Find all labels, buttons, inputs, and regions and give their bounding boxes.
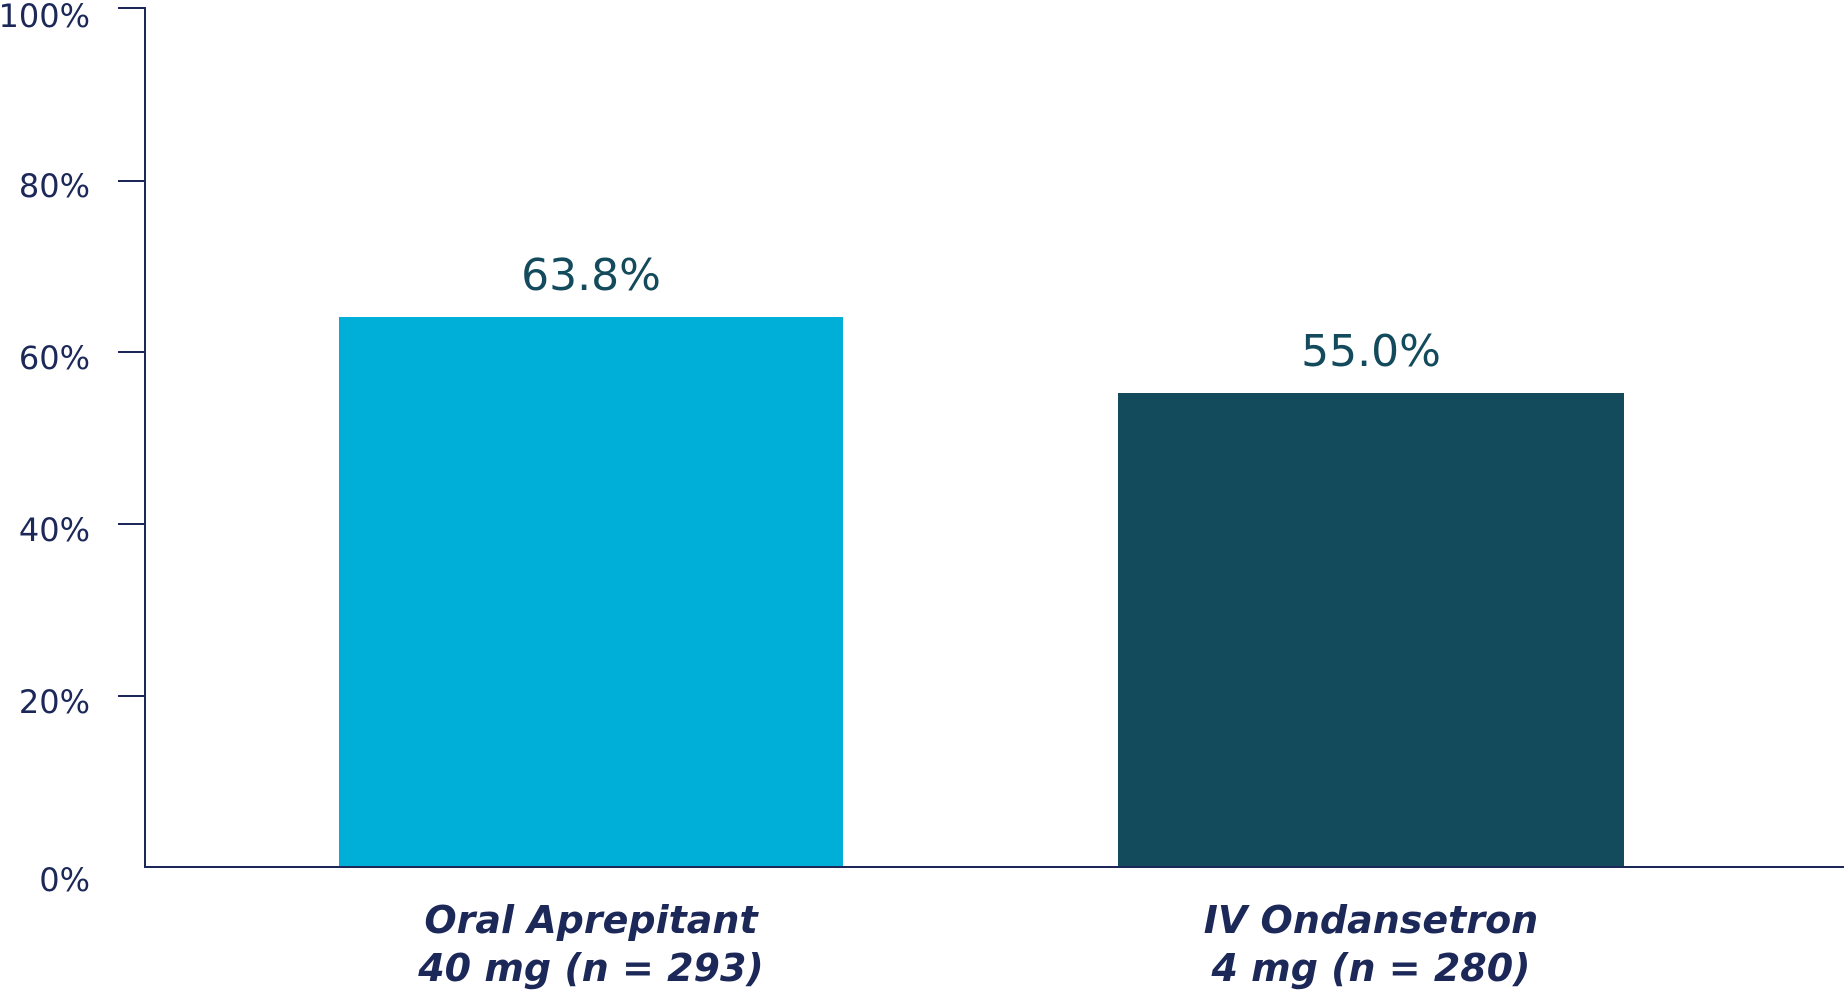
category-label-line1: IV Ondansetron bbox=[1203, 898, 1539, 942]
category-label-line1: Oral Aprepitant bbox=[424, 898, 758, 942]
category-label: Oral Aprepitant 40 mg (n = 293) bbox=[291, 896, 891, 992]
ytick-label-20: 20% bbox=[18, 683, 90, 721]
category-label-line2: 40 mg (n = 293) bbox=[418, 946, 764, 990]
ytick-label-80: 80% bbox=[18, 167, 90, 205]
category-label-line2: 4 mg (n = 280) bbox=[1211, 946, 1531, 990]
ytick-60 bbox=[118, 351, 145, 353]
ytick-80 bbox=[118, 180, 145, 182]
ytick-label-40: 40% bbox=[18, 511, 90, 549]
ytick-40 bbox=[118, 523, 145, 525]
ytick-label-60: 60% bbox=[18, 339, 90, 377]
ytick-label-100: 100% bbox=[0, 0, 90, 35]
bar-value-label: 63.8% bbox=[521, 250, 661, 301]
bar-value-label: 55.0% bbox=[1301, 326, 1441, 377]
bar-iv-ondansetron bbox=[1118, 393, 1624, 867]
y-axis bbox=[144, 7, 146, 868]
bar-oral-aprepitant bbox=[339, 317, 843, 867]
ytick-20 bbox=[118, 695, 145, 697]
ytick-label-0: 0% bbox=[39, 861, 90, 899]
x-axis bbox=[144, 866, 1844, 868]
category-label: IV Ondansetron 4 mg (n = 280) bbox=[1071, 896, 1671, 992]
ytick-100 bbox=[118, 7, 145, 9]
